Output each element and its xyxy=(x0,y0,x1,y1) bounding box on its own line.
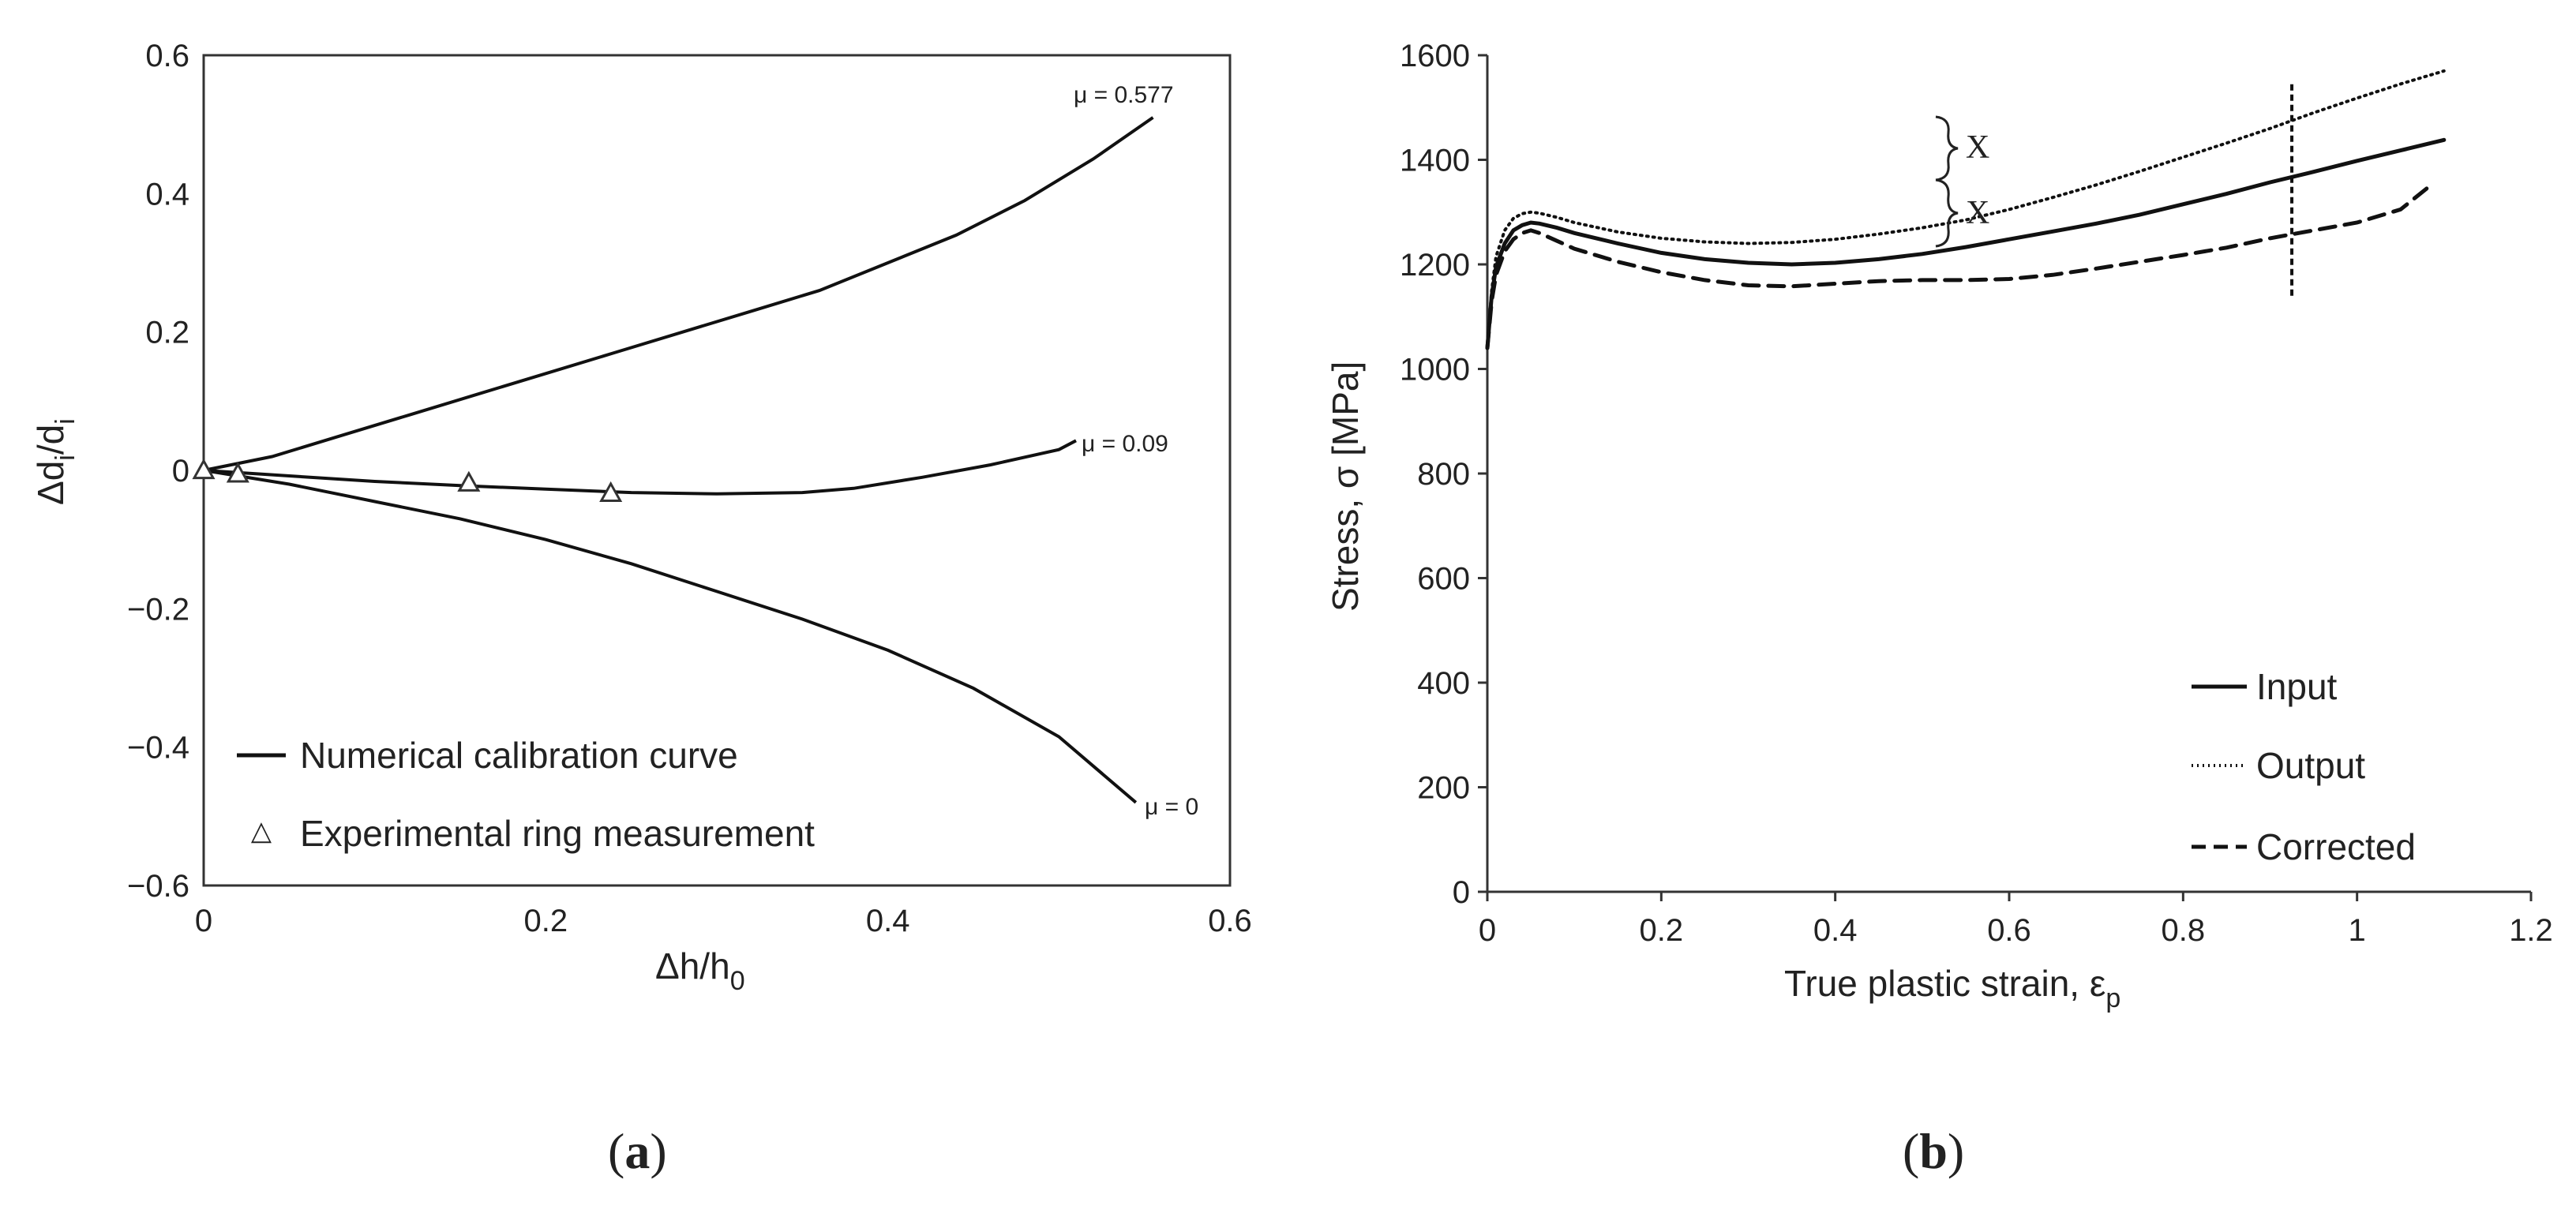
y-tick-label-b: 200 xyxy=(1417,771,1470,806)
series-input xyxy=(1485,137,2447,350)
ticks-b: 0 200 400 600 800 1000 1200 1400 1600 0 0.2 0.4 0.6 0… xyxy=(1400,39,2553,948)
x-tick-label-a: 0 xyxy=(195,904,212,938)
curves-b xyxy=(1485,69,2447,350)
curve-label-mu-0: μ = 0 xyxy=(1145,794,1198,820)
legend-label-corrected: Corrected xyxy=(2256,826,2416,867)
y-tick-label-b: 800 xyxy=(1417,457,1470,492)
measurement-point xyxy=(226,462,249,483)
x-tick-label-b: 1 xyxy=(2349,913,2366,948)
x-tick-label-b: 1.2 xyxy=(2509,913,2553,948)
calibration-curve-1 xyxy=(203,439,1077,496)
y-ticks-a: −0.6 −0.4 −0.2 0 0.2 0.4 0.6 0 0.2 0.4 0.6 xyxy=(127,39,1252,938)
brace-upper xyxy=(1935,115,1959,182)
y-tick-label-b: 0 xyxy=(1453,875,1470,910)
x-tick-label-a: 0.2 xyxy=(524,904,568,938)
y-tick-label-a: −0.4 xyxy=(127,731,189,766)
annotation-x-lower: X xyxy=(1966,195,1989,231)
x-tick-label-a: 0.6 xyxy=(1208,904,1252,938)
calibration-curve-2 xyxy=(203,469,1138,804)
chart-b: 0 200 400 600 800 1000 1200 1400 1600 0 0.2 0.4 0.6 0… xyxy=(1325,39,2553,1179)
x-tick-label-b: 0 xyxy=(1479,913,1496,948)
y-tick-label-b: 600 xyxy=(1417,562,1470,597)
y-tick-label-b: 400 xyxy=(1417,666,1470,701)
measurement-point xyxy=(192,458,216,480)
x-tick-label-b: 0.8 xyxy=(2162,913,2206,948)
measurement-point xyxy=(599,481,623,503)
brace-lower xyxy=(1935,178,1959,248)
y-tick-label-a: 0 xyxy=(172,454,189,489)
panel-label-a: (a) xyxy=(608,1123,667,1179)
curve-label-mu-0577: μ = 0.577 xyxy=(1074,82,1174,108)
curves-a xyxy=(203,116,1154,804)
y-axis-label-b: Stress, σ [MPa] xyxy=(1325,361,1366,612)
panel-label-b: (b) xyxy=(1903,1123,1964,1179)
y-tick-label-b: 1400 xyxy=(1400,144,1470,178)
legend-b: Input Output Corrected xyxy=(2192,666,2416,867)
calibration-curve-0 xyxy=(203,116,1154,472)
series-output xyxy=(1486,69,2446,350)
legend-label-output: Output xyxy=(2256,745,2365,786)
legend-label-input: Input xyxy=(2256,666,2338,707)
x-tick-label-b: 0.4 xyxy=(1813,913,1858,948)
x-axis-label-b: True plastic strain, εp xyxy=(1784,963,2120,1013)
legend-label-experimental: Experimental ring measurement xyxy=(300,813,815,854)
legend-marker-experimental: △ xyxy=(251,816,272,846)
chart-a: −0.6 −0.4 −0.2 0 0.2 0.4 0.6 0 0.2 0.4 0.6 μ = 0.5… xyxy=(30,39,1252,1179)
y-tick-label-a: 0.6 xyxy=(145,39,189,73)
x-tick-label-a: 0.4 xyxy=(866,904,910,938)
y-tick-label-a: −0.6 xyxy=(127,869,189,904)
y-tick-label-a: 0.2 xyxy=(145,316,189,350)
legend-label-numerical: Numerical calibration curve xyxy=(300,735,738,776)
y-tick-label-a: −0.2 xyxy=(127,592,189,627)
measurement-points xyxy=(192,458,623,503)
y-tick-label-b: 1000 xyxy=(1400,353,1470,387)
y-tick-label-a: 0.4 xyxy=(145,177,189,212)
annotation-x-upper: X xyxy=(1966,129,1989,166)
x-tick-label-b: 0.6 xyxy=(1987,913,2031,948)
curve-label-mu-009: μ = 0.09 xyxy=(1082,431,1168,457)
series-corrected xyxy=(1485,186,2429,350)
x-tick-label-b: 0.2 xyxy=(1640,913,1684,948)
legend-a: Numerical calibration curve △ Experiment… xyxy=(237,735,815,854)
y-tick-label-b: 1600 xyxy=(1400,39,1470,73)
x-axis-label-a: Δh/h0 xyxy=(655,945,745,996)
y-tick-label-b: 1200 xyxy=(1400,248,1470,283)
measurement-point xyxy=(457,470,481,492)
difference-annotations: X X xyxy=(1935,115,1989,248)
y-axis-label-a: Δdi/di xyxy=(30,418,81,505)
